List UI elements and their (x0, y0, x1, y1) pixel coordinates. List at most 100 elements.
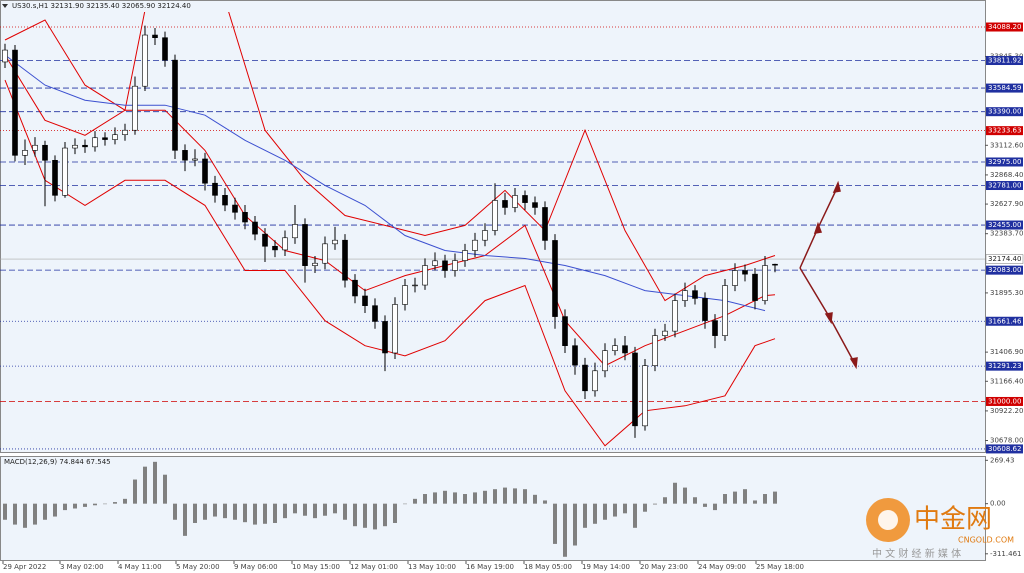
y-tick-label: 31406.90 (990, 348, 1023, 356)
candle-body (582, 364, 588, 392)
candle-body (302, 224, 308, 266)
y-tick-label: 30922.20 (990, 407, 1023, 415)
level-label-box (986, 265, 1023, 275)
macd-bar (323, 503, 327, 516)
macd-bar (373, 503, 377, 530)
level-label: 30608.62 (988, 445, 1021, 453)
watermark-slogan: 中 文 财 经 新 媒 体 (872, 547, 961, 560)
x-tick-label: 19 May 14:00 (582, 563, 630, 571)
macd-bar (233, 503, 237, 520)
macd-bar (63, 503, 67, 511)
candle-body (422, 265, 428, 286)
indicator-line (4, 54, 766, 312)
candle-body (462, 250, 468, 261)
level-label-box (986, 181, 1023, 191)
macd-bar (703, 503, 707, 507)
macd-bar (173, 503, 177, 520)
x-tick-label: 12 May 01:00 (350, 563, 398, 571)
macd-bar (253, 503, 257, 525)
candle-body (182, 150, 188, 161)
candle-body (542, 207, 548, 241)
macd-bar (23, 503, 27, 528)
macd-bar (633, 503, 637, 528)
level-label: 32455.00 (988, 221, 1021, 229)
macd-bar (723, 494, 727, 504)
macd-bar (503, 487, 507, 504)
macd-bar (543, 500, 547, 504)
candle-body (752, 273, 758, 301)
candle-body (212, 182, 218, 196)
candle-body (692, 290, 698, 299)
candle-body (162, 37, 168, 61)
candle-body (632, 352, 638, 427)
candle-body (662, 330, 668, 336)
level-label: 32083.00 (988, 266, 1021, 274)
x-tick-label: 18 May 05:00 (524, 563, 572, 571)
level-label: 33390.00 (988, 108, 1021, 116)
macd-bar (203, 503, 207, 520)
candle-body (722, 285, 728, 336)
candle-body (372, 305, 378, 322)
macd-bar (743, 489, 747, 504)
macd-bar (473, 492, 477, 504)
watermark: 中金网 CNGOLD.COM 中 文 财 经 新 媒 体 (866, 498, 1014, 560)
level-label: 33584.59 (988, 84, 1021, 92)
candle-body (172, 59, 178, 151)
macd-bar (513, 488, 517, 504)
y-tick-label: 32627.90 (990, 200, 1023, 208)
candle-body (232, 204, 238, 213)
candle-body (32, 144, 38, 151)
candle-body (202, 158, 208, 184)
macd-bar (683, 487, 687, 504)
candle-body (272, 245, 278, 251)
level-label: 34088.20 (988, 23, 1021, 31)
macd-bar (213, 503, 217, 517)
candle-body (242, 212, 248, 223)
candle-body (352, 279, 358, 297)
y-tick-label: 32868.40 (990, 171, 1023, 179)
candle-body (402, 285, 408, 305)
macd-panel (0, 456, 986, 561)
candle-body (322, 243, 328, 264)
macd-bar (73, 503, 77, 509)
x-tick-label: 25 May 18:00 (756, 563, 804, 571)
macd-bar (183, 503, 187, 536)
macd-bar (3, 503, 7, 520)
candle-body (702, 298, 708, 321)
candle-body (282, 237, 288, 251)
candle-body (602, 350, 608, 372)
macd-bar (313, 503, 317, 519)
macd-bar (563, 503, 567, 557)
macd-bar (13, 503, 17, 525)
level-label-box (986, 107, 1023, 117)
macd-bar (143, 466, 147, 504)
macd-bar (423, 494, 427, 504)
candle-body (482, 230, 488, 241)
macd-bar (763, 494, 767, 504)
candle-body (652, 335, 658, 366)
candle-body (772, 263, 778, 266)
candle-body (512, 195, 518, 208)
macd-bar (293, 503, 297, 514)
level-label-box (986, 22, 1023, 32)
candle-body (132, 85, 138, 131)
macd-bar (83, 503, 87, 507)
candle-body (412, 284, 418, 287)
macd-bar (553, 503, 557, 544)
x-tick-label: 29 Apr 2022 (3, 563, 46, 571)
current-price-label: 32174.40 (988, 255, 1021, 263)
macd-bar (153, 461, 157, 504)
candle-body (492, 200, 498, 231)
y-tick-label: 30678.00 (990, 437, 1023, 445)
level-label-box (986, 126, 1023, 136)
candle-body (92, 137, 98, 148)
candle-body (742, 270, 748, 275)
candle-body (452, 260, 458, 271)
macd-bar (163, 474, 167, 504)
macd-bar (303, 503, 307, 516)
level-label: 33811.92 (988, 57, 1021, 65)
y-tick-label: 269.43 (990, 456, 1015, 464)
level-label-box (986, 444, 1023, 454)
candle-body (262, 233, 268, 247)
